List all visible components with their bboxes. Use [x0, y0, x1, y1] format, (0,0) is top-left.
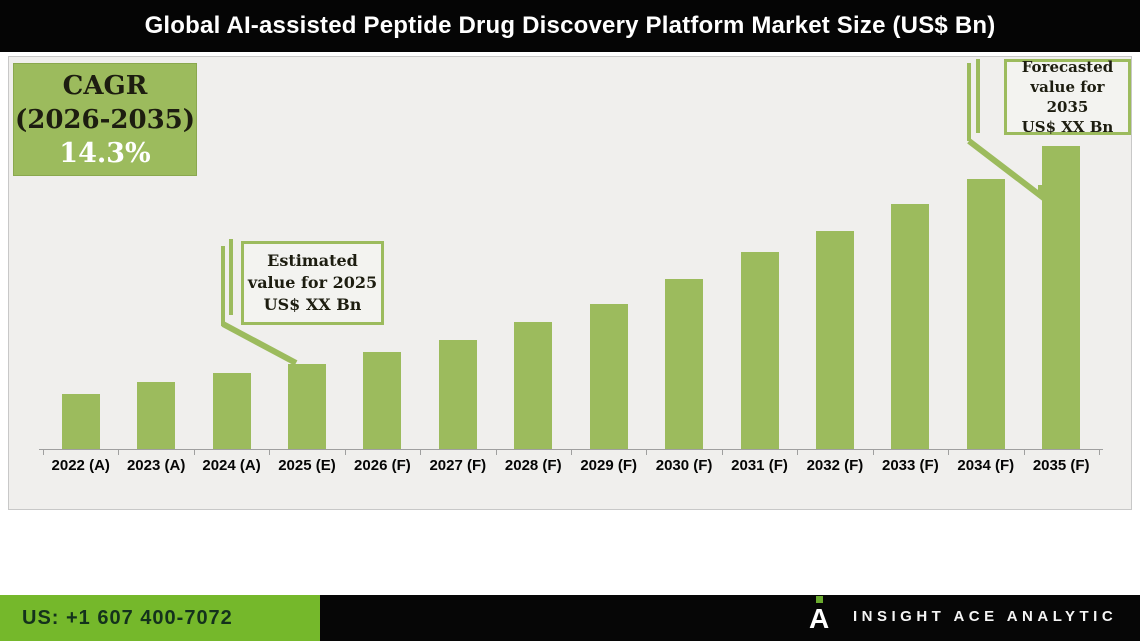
bar-cell-2034	[948, 146, 1023, 449]
footer: US: +1 607 400-7072 A INSIGHT ACE ANALYT…	[0, 595, 1140, 641]
x-axis-tick	[269, 449, 271, 455]
brand-name: INSIGHT ACE ANALYTIC	[853, 608, 1118, 625]
x-axis-label-2032: 2032 (F)	[806, 457, 864, 474]
x-axis-tick	[1099, 449, 1100, 455]
x-axis-label-2030: 2030 (F)	[655, 457, 713, 474]
x-axis-label-2023: 2023 (A)	[126, 457, 186, 474]
bar-cell-2024	[194, 146, 269, 449]
bar-2032	[815, 231, 854, 449]
cagr-label: CAGR	[62, 70, 148, 101]
bar-2031	[740, 252, 779, 449]
estimated-line1: Estimated	[267, 251, 358, 270]
cagr-value: 14.3%	[59, 137, 151, 169]
estimated-line3: US$ XX Bn	[263, 295, 362, 314]
bar-2023	[137, 382, 176, 449]
estimated-line2: value for 2025	[247, 273, 378, 292]
x-axis-labels: 2022 (A) 2023 (A) 2024 (A) 2025 (E) 2026 (F)…	[43, 457, 1099, 474]
forecasted-value-callout: Forecasted value for 2035 US$ XX Bn	[1004, 58, 1131, 136]
title-bar: Global AI-assisted Peptide Drug Discover…	[0, 0, 1140, 52]
bar-2024	[212, 373, 251, 449]
forecasted-line3: US$ XX Bn	[1021, 118, 1114, 136]
footer-contact-block: US: +1 607 400-7072	[0, 595, 320, 641]
x-axis-label-2022: 2022 (A)	[51, 457, 110, 474]
cagr-box: CAGR (2026-2035) 14.3%	[13, 63, 197, 176]
x-axis-tick	[344, 449, 346, 455]
footer-brand-block: A INSIGHT ACE ANALYTIC	[320, 595, 1140, 641]
bar-2029	[589, 304, 628, 449]
bar-cell-2023	[118, 146, 193, 449]
insight-ace-logo-icon: A	[807, 595, 835, 639]
x-axis-tick	[420, 449, 422, 455]
x-axis-tick	[1023, 449, 1025, 455]
x-axis-tick	[721, 449, 723, 455]
x-axis-label-2034: 2034 (F)	[957, 457, 1015, 474]
chart-title: Global AI-assisted Peptide Drug Discover…	[144, 12, 996, 39]
bar-cell-2032	[797, 146, 872, 449]
forecasted-line1: Forecasted	[1021, 58, 1114, 76]
estimated-value-callout: Estimated value for 2025 US$ XX Bn	[241, 241, 384, 325]
bar-cell-2022	[43, 146, 118, 449]
x-axis-label-2027: 2027 (F)	[429, 457, 487, 474]
bar-2035	[1042, 146, 1081, 449]
x-axis-tick	[118, 449, 120, 455]
forecasted-line2: value for 2035	[1030, 78, 1105, 116]
x-axis-label-2029: 2029 (F)	[580, 457, 638, 474]
bar-cell-2033	[873, 146, 948, 449]
bar-2033	[891, 204, 930, 449]
bar-cell-2027	[420, 146, 495, 449]
x-axis-tick	[646, 449, 648, 455]
logo-letter-a: A	[809, 603, 830, 634]
contributors-strip: Market Contributors: Peptilogics gubra N…	[0, 510, 1140, 595]
x-axis-label-2035: 2035 (F)	[1032, 457, 1090, 474]
x-axis-label-2033: 2033 (F)	[882, 457, 939, 474]
logo-green-dot	[816, 596, 823, 603]
x-axis-label-2026: 2026 (F)	[354, 457, 411, 474]
bar-cell-2035	[1023, 146, 1098, 449]
bar-2026	[363, 352, 402, 449]
x-axis-tick	[948, 449, 950, 455]
bar-cell-2025	[269, 146, 344, 449]
phone-number: US: +1 607 400-7072	[22, 606, 233, 629]
x-axis-tick	[43, 449, 44, 455]
bar-2030	[665, 279, 704, 449]
x-axis-label-2025: 2025 (E)	[278, 457, 336, 474]
bar-2022	[61, 394, 100, 449]
bar-cell-2031	[722, 146, 797, 449]
x-axis-label-2031: 2031 (F)	[731, 457, 788, 474]
bar-2027	[438, 340, 477, 449]
bar-cell-2028	[496, 146, 571, 449]
x-axis-tick	[872, 449, 874, 455]
chart-panel: CAGR (2026-2035) 14.3% 2022 (A) 2023 (A) 2…	[8, 56, 1132, 510]
x-axis-tick	[797, 449, 799, 455]
bar-cell-2029	[571, 146, 646, 449]
x-axis-tick	[495, 449, 497, 455]
x-axis-label-2024: 2024 (A)	[202, 457, 261, 474]
bar-cell-2030	[646, 146, 721, 449]
bar-cell-2026	[345, 146, 420, 449]
x-axis-tick	[193, 449, 195, 455]
bar-2034	[966, 179, 1005, 449]
x-axis-label-2028: 2028 (F)	[504, 457, 562, 474]
cagr-period: (2026-2035)	[14, 104, 196, 135]
bar-2028	[514, 322, 553, 449]
bar-2025	[287, 364, 326, 449]
x-axis-tick	[571, 449, 572, 455]
bar-series	[43, 146, 1099, 449]
